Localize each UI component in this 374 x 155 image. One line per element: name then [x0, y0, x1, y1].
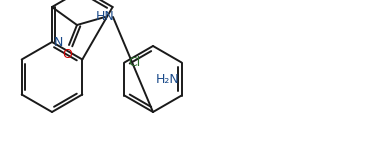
Text: N: N [54, 36, 63, 49]
Text: O: O [62, 48, 72, 61]
Text: Cl: Cl [128, 56, 141, 69]
Text: HN: HN [96, 11, 114, 24]
Text: H₂N: H₂N [156, 73, 180, 86]
